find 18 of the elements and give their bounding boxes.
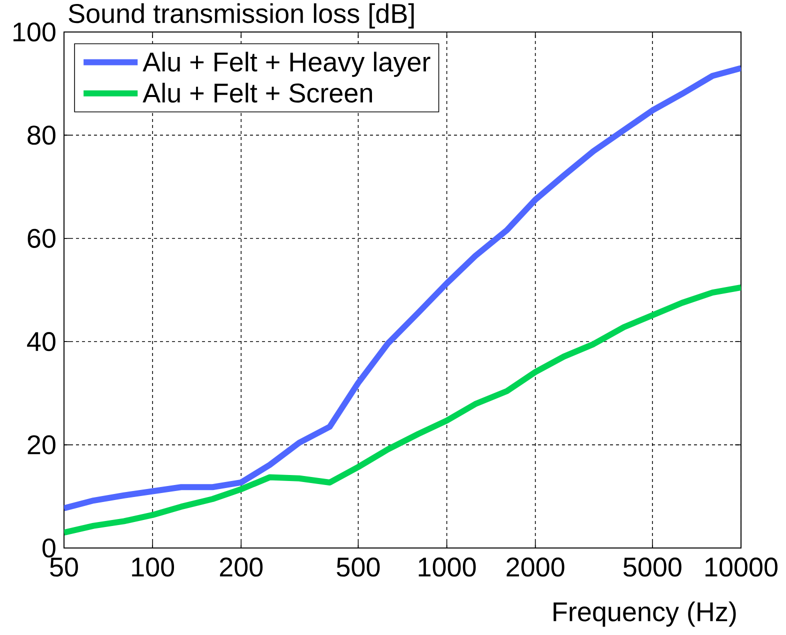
legend-label: Alu + Felt + Screen (142, 82, 372, 103)
x-tick-label: 200 (220, 558, 263, 577)
x-tick-label: 10000 (706, 558, 778, 577)
x-tick-label: 500 (336, 558, 380, 577)
y-tick-label: 0 (42, 538, 56, 558)
y-tick-label: 20 (28, 435, 56, 454)
x-axis-title: Frequency (Hz) (554, 602, 736, 627)
y-tick-label: 60 (28, 228, 56, 248)
x-tick-label: 1000 (418, 558, 476, 577)
y-tick-label: 40 (27, 332, 56, 352)
x-tick-label: 50 (50, 558, 78, 577)
x-tick-label: 5000 (623, 558, 682, 577)
x-tick-label: 2000 (506, 558, 564, 577)
y-axis-title: Sound transmission loss [dB] (68, 3, 414, 28)
y-tick-label: 100 (13, 22, 56, 42)
y-tick-label: 80 (28, 126, 56, 145)
legend-label: Alu + Felt + Heavy layer (142, 52, 430, 77)
x-tick-label: 100 (132, 558, 174, 577)
